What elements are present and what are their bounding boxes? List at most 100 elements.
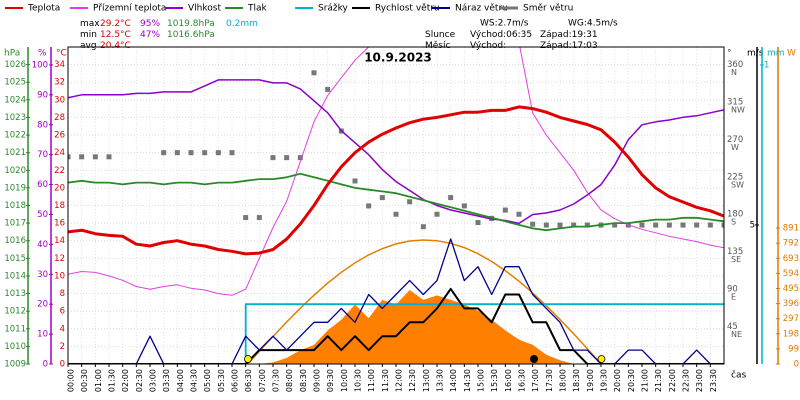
y-tick-label: 180 [727,210,743,220]
legend-label: Teplota [27,4,60,14]
series-line [68,287,724,364]
stats-max: max 29.2°C 95% 1019.8hPa 0.2mm [80,19,258,29]
y-tick-label: 1026 [4,60,26,70]
stat-label: max [80,19,100,29]
y-tick-sublabel: NW [731,105,745,114]
y-tick-label: 1022 [4,131,26,141]
wind-direction-point [68,154,71,160]
y-tick-label: 1025 [4,78,26,88]
x-tick-label: 10:00 [340,369,349,392]
y-tick-label: 1017 [4,219,26,229]
y-tick-label: 45 [727,322,738,332]
x-tick-label: 16:30 [518,369,527,392]
x-tick-label: 22:30 [682,369,691,392]
sunset-label: Západ: [540,30,572,40]
legend: Teplota Přízemní teplota Vlhkost Tlak Srážky… [5,4,573,14]
x-tick-label: 20:00 [613,369,622,392]
series-line [68,105,724,256]
stat-ws: WS:2.7m/s [480,19,529,29]
y-tick-label: 1019 [4,183,26,193]
wind-direction-point [434,211,440,217]
sunset-marker [597,355,606,363]
x-tick-label: 22:00 [668,369,677,392]
y-tick-label: 4 [60,324,65,334]
stat-humidity: 47% [140,30,160,40]
wind-direction-point [297,155,303,161]
wind-direction-point [461,203,467,209]
x-tick-label: 18:30 [572,369,581,392]
wind-direction-point [543,222,549,228]
y-tick-label: 30 [54,95,65,105]
x-tick-label: 23:30 [709,369,718,392]
x-tick-label: 15:30 [490,369,499,392]
axis-title: m/s [747,49,764,59]
y-tick-sublabel: E [731,293,736,302]
x-tick-label: 07:00 [258,369,267,392]
wind-direction-point [502,207,508,213]
x-tick-label: 01:00 [94,369,103,392]
y-tick-label: 80 [37,120,48,130]
wind-direction-point [420,224,426,230]
y-tick-label: 24 [54,148,65,158]
wind-direction-point [707,222,713,228]
sunset-time: 19:31 [572,30,598,40]
wind-direction-point [325,86,331,92]
wind-direction-point [229,150,235,156]
x-tick-label: 20:30 [627,369,636,392]
legend-label: Srážky [318,4,349,14]
wind-direction-point [448,195,454,201]
y-tick-label: 1010 [4,342,26,352]
x-tick-label: 06:30 [244,369,253,392]
y-tick-label: 198 [783,329,799,339]
y-tick-label: 30 [37,270,48,280]
y-tick-label: 20 [54,183,65,193]
x-tick-label: 23:00 [695,369,704,392]
y-tick-label: 5 [750,220,755,230]
series-line [68,303,724,364]
legend-label: Náraz větru [455,4,508,14]
y-tick-label: 32 [54,78,65,88]
wind-direction-point [243,215,249,221]
wind-direction-point [215,150,221,156]
y-tick-label: 90 [37,90,48,100]
x-tick-label: 18:00 [559,369,568,392]
y-tick-sublabel: SE [731,255,741,264]
axis-title: °C [56,49,67,59]
stats-sun: Slunce Východ:06:35 Západ:19:31 [425,30,598,40]
x-tick-label: 04:30 [190,369,199,392]
moonset-time: 17:03 [572,41,598,51]
y-tick-label: 1023 [4,113,26,123]
wind-direction-point [694,222,700,228]
y-tick-label: 1011 [4,324,26,334]
y-tick-label: 10 [37,330,48,340]
legend-label: Směr větru [523,4,573,14]
wind-direction-point [366,203,372,209]
x-tick-label: 06:00 [231,369,240,392]
y-tick-label: 34 [54,60,65,70]
sunrise-time: 06:35 [506,30,532,40]
y-tick-label: 10 [54,271,65,281]
y-tick-sublabel: NE [731,330,742,339]
x-tick-label: 21:30 [654,369,663,392]
wind-direction-point [653,222,659,228]
x-tick-label: 05:30 [217,369,226,392]
y-tick-label: 90 [727,285,738,295]
wind-direction-point [256,215,262,221]
series-line [68,79,724,225]
x-tick-label: 10:30 [354,369,363,392]
wind-direction-point [106,154,112,160]
y-tick-label: 1018 [4,201,26,211]
y-tick-label: 1013 [4,289,26,299]
x-tick-label: 15:00 [477,369,486,392]
x-tick-label: 11:30 [381,369,390,392]
y-tick-label: 12 [54,254,65,264]
stat-label: avg [80,41,97,51]
wind-direction-point [721,222,724,228]
wind-direction-point [516,211,522,217]
legend-label: Rychlost větru [375,4,440,14]
axis-title: ° [727,49,732,59]
series-line [68,47,724,296]
y-tick-sublabel: N [731,68,737,77]
y-tick-label: 396 [783,299,799,309]
y-tick-label: 1 [764,60,769,70]
